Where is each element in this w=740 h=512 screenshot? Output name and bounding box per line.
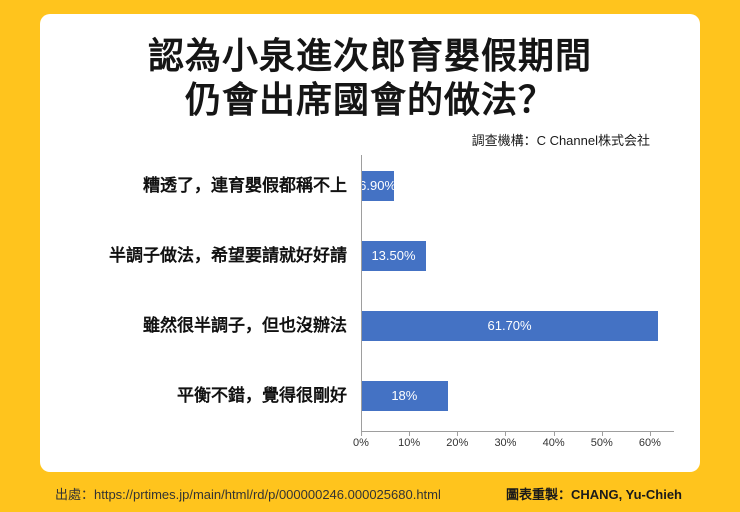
bar-value-label: 61.70% (487, 318, 532, 334)
x-axis-spacer (66, 431, 361, 459)
x-axis-tick-label: 0% (353, 431, 369, 449)
bar-chart: 糟透了，連育嬰假都稱不上 6.90% 半調子做法，希望要請就好好請 13.50% 雖然很… (66, 151, 674, 459)
chart-card: 認為小泉進次郎育嬰假期間 仍會出席國會的做法？ 調查機構：C Channel株式… (40, 14, 700, 472)
bar-track: 13.50% (361, 240, 674, 271)
x-axis-tick-label: 40% (542, 431, 565, 449)
x-axis-tick-label: 20% (446, 431, 469, 449)
x-axis: 0% 10% 20% 30% 40% 50% 60% (66, 430, 674, 459)
x-axis-tick-label: 60% (638, 431, 661, 449)
bar-track: 6.90% (361, 170, 674, 201)
chart-rows: 糟透了，連育嬰假都稱不上 6.90% 半調子做法，希望要請就好好請 13.50% 雖然很… (66, 151, 674, 431)
x-axis-tick-label: 10% (398, 431, 421, 449)
survey-org-note: 調查機構：C Channel株式会社 (471, 132, 650, 148)
x-axis-line: 0% 10% 20% 30% 40% 50% 60% (353, 430, 674, 459)
source-url: 出處：https://prtimes.jp/main/html/rd/p/000… (55, 487, 441, 502)
bar: 13.50% (361, 240, 426, 271)
category-label: 平衡不錯，覺得很剛好 (177, 385, 347, 405)
bar-track: 18% (361, 380, 674, 411)
category-label: 糟透了，連育嬰假都稱不上 (143, 175, 347, 195)
chart-title: 認為小泉進次郎育嬰假期間 仍會出席國會的做法？ (66, 34, 674, 122)
credit-label: 圖表重製：CHANG, Yu-Chieh (506, 487, 682, 502)
x-axis-tick-label: 50% (590, 431, 613, 449)
footer: 出處：https://prtimes.jp/main/html/rd/p/000… (40, 472, 700, 503)
y-axis-line (361, 154, 362, 431)
bar: 18% (361, 380, 448, 411)
chart-title-line2: 仍會出席國會的做法？ (184, 78, 555, 120)
chart-row: 平衡不錯，覺得很剛好 18% (66, 361, 674, 431)
bar-track: 61.70% (361, 310, 674, 341)
bar-value-label: 6.90% (361, 178, 395, 194)
chart-row: 糟透了，連育嬰假都稱不上 6.90% (66, 151, 674, 221)
chart-row: 半調子做法，希望要請就好好請 13.50% (66, 221, 674, 291)
bar-value-label: 18% (391, 388, 418, 404)
chart-row: 雖然很半調子，但也沒辦法 61.70% (66, 291, 674, 361)
bar: 6.90% (361, 170, 395, 201)
bar-value-label: 13.50% (371, 248, 416, 264)
bar: 61.70% (361, 310, 659, 341)
x-axis-tick-label: 30% (494, 431, 517, 449)
category-label: 半調子做法，希望要請就好好請 (109, 245, 347, 265)
category-label: 雖然很半調子，但也沒辦法 (143, 315, 347, 335)
chart-title-line1: 認為小泉進次郎育嬰假期間 (147, 35, 592, 76)
